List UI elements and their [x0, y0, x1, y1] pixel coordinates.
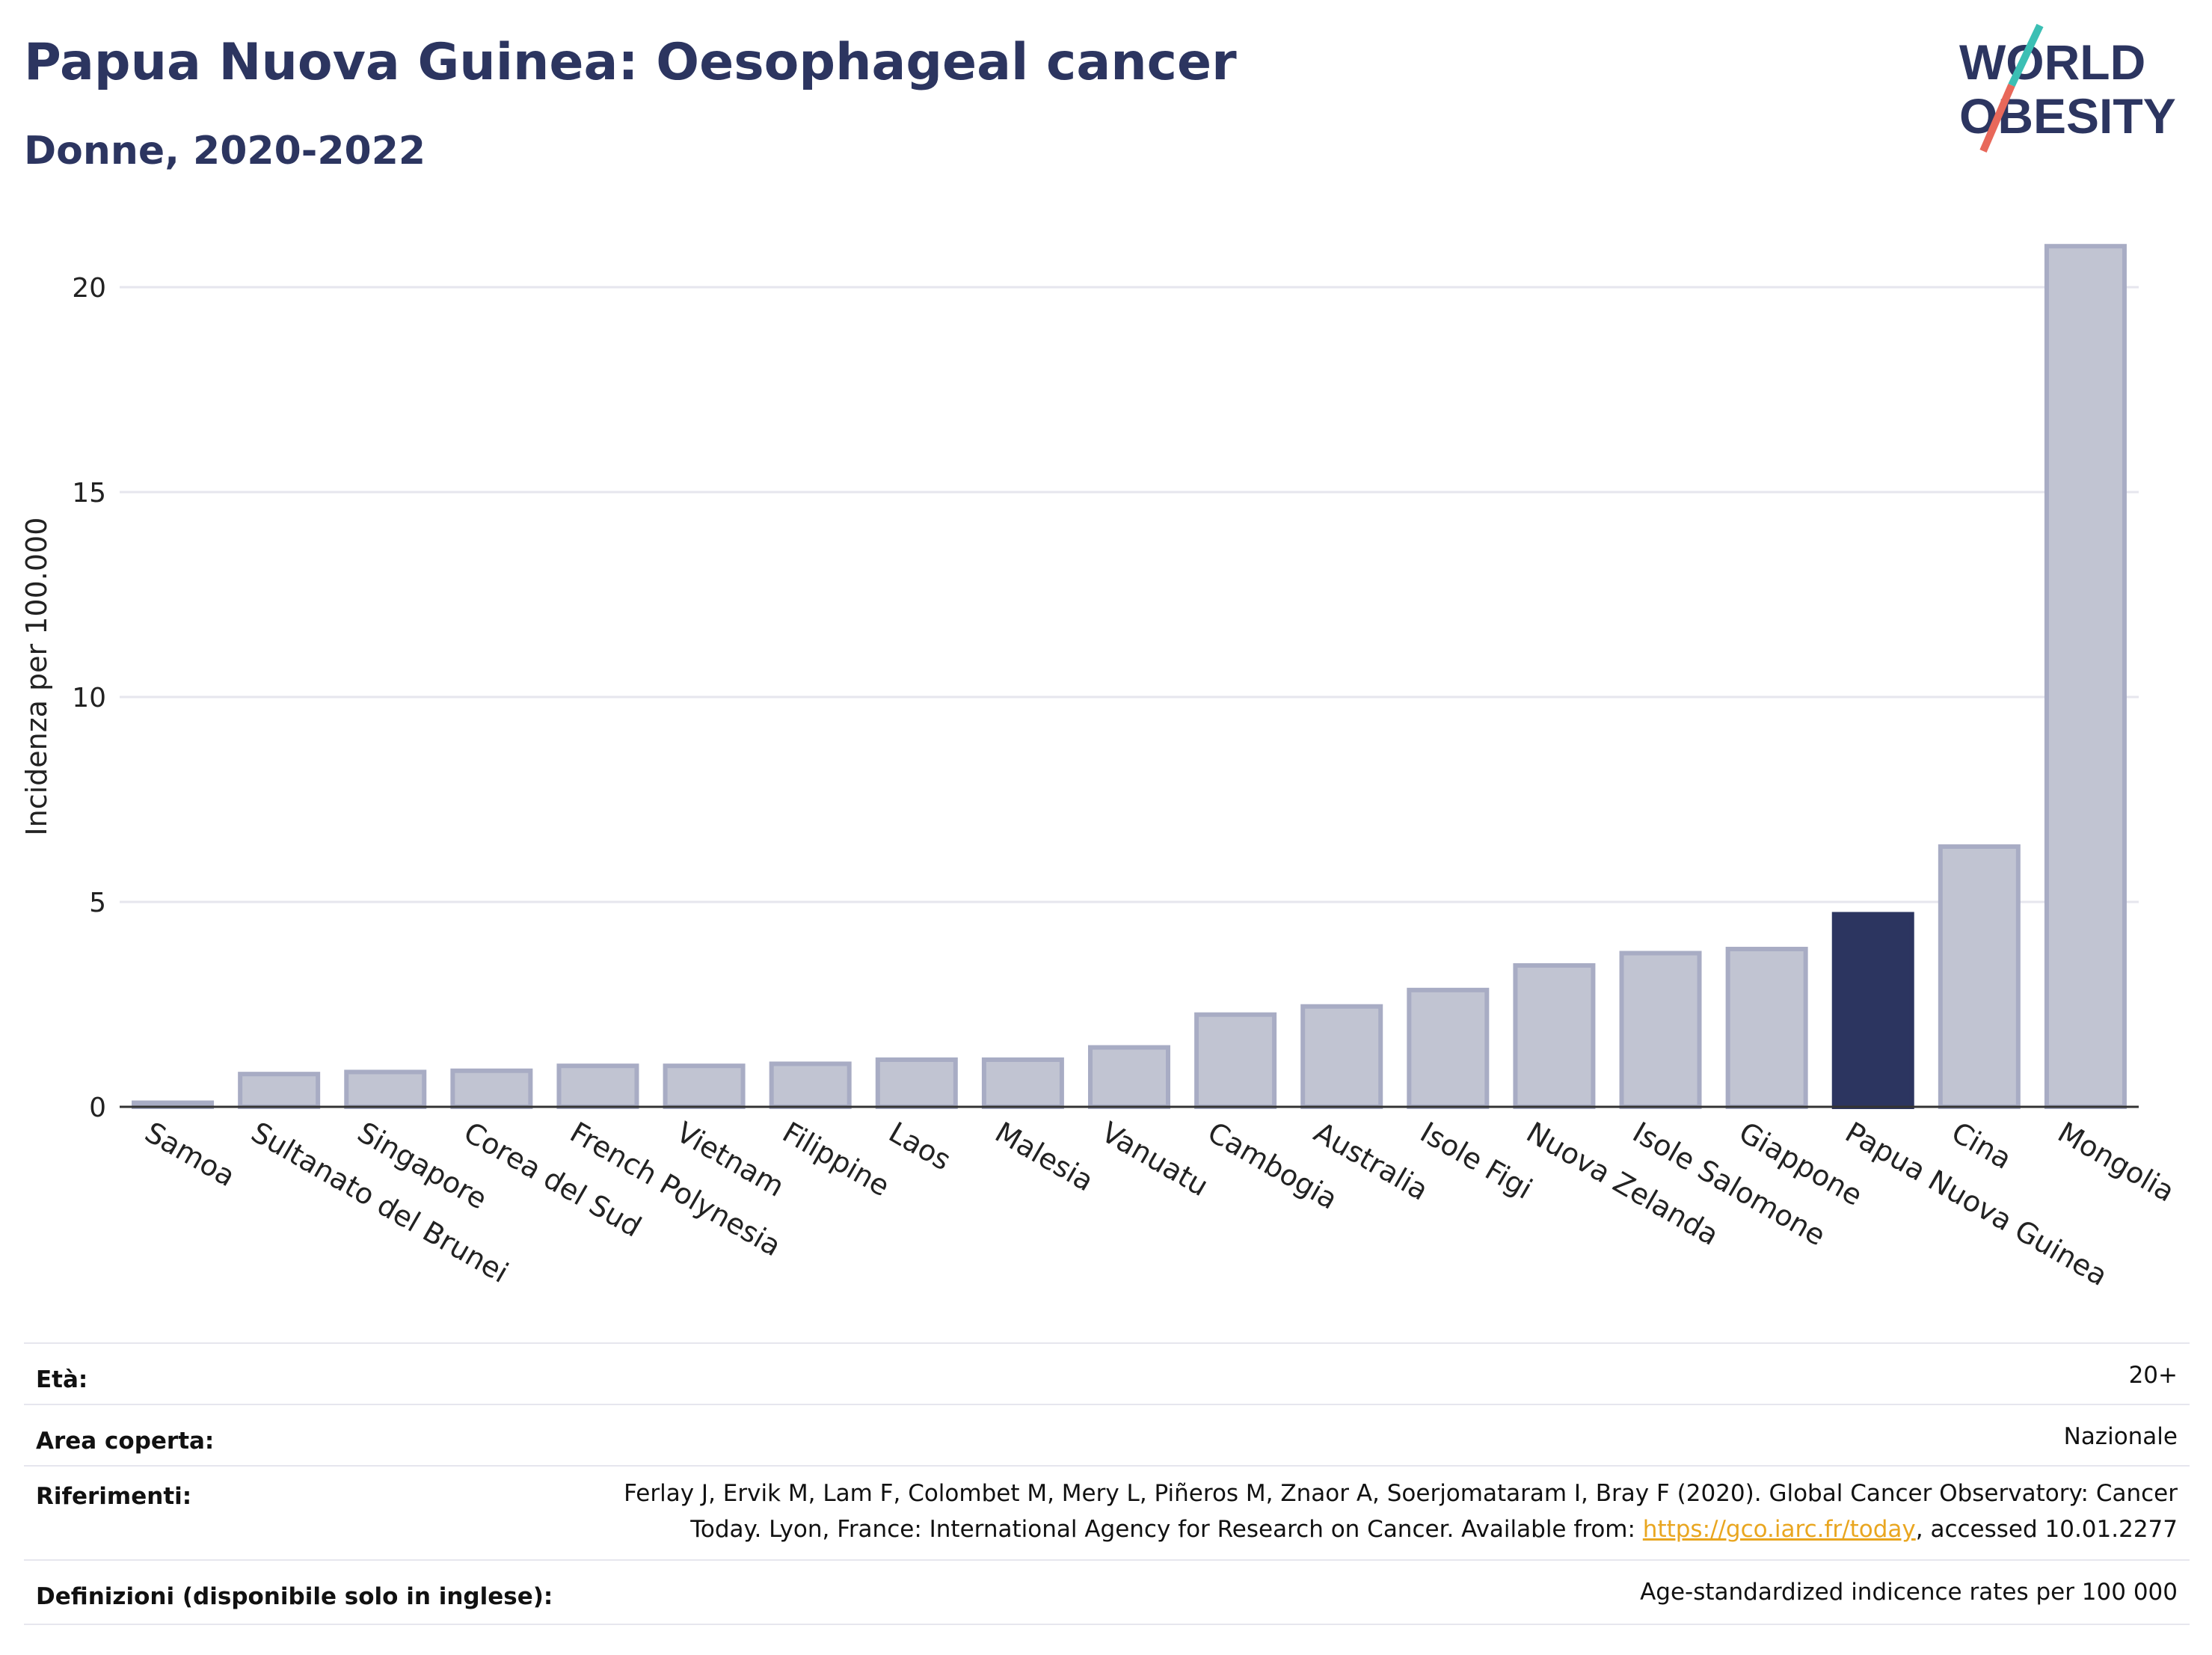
x-tick-label: Malesia — [989, 1116, 1099, 1198]
bar-nuova-zelanda — [1513, 962, 1596, 1109]
logo-slash-coral — [1979, 84, 2015, 153]
x-tick-label: Filippine — [777, 1116, 895, 1203]
info-row-refs: Riferimenti: Ferlay J, Ervik M, Lam F, C… — [24, 1465, 2190, 1561]
x-tick-label: Mongolia — [2052, 1116, 2180, 1209]
bar-filippine — [769, 1061, 852, 1109]
info-row-age: Età: 20+ — [24, 1342, 2190, 1405]
age-label: Età: — [36, 1366, 88, 1393]
info-table: Età: 20+ Area coperta: Nazionale Riferim… — [24, 1342, 2190, 1627]
info-row-area: Area coperta: Nazionale — [24, 1404, 2190, 1467]
x-tick-label: Cina — [1946, 1116, 2017, 1176]
bar-corea-del-sud — [450, 1068, 533, 1109]
bar-vanuatu — [1088, 1045, 1170, 1110]
x-tick-label: Laos — [883, 1116, 956, 1177]
bar-isole-salomone — [1619, 951, 1702, 1109]
refs-line2-pre: Today. Lyon, France: International Agenc… — [690, 1516, 1643, 1543]
bar-australia — [1300, 1004, 1383, 1109]
chart-subtitle: Donne, 2020-2022 — [24, 129, 426, 174]
refs-label: Riferimenti: — [36, 1483, 192, 1510]
defs-value: Age-standardized indicence rates per 100… — [1640, 1579, 2178, 1606]
bar-malesia — [981, 1057, 1064, 1109]
bar-laos — [875, 1057, 958, 1109]
x-tick-label: Samoa — [140, 1116, 241, 1194]
bar-isole-figi — [1407, 987, 1490, 1109]
y-tick-label: 20 — [72, 273, 106, 304]
bar-giappone — [1725, 947, 1808, 1110]
logo-slash-teal — [2008, 23, 2044, 87]
x-tick-label: Vanuatu — [1096, 1116, 1214, 1203]
y-tick-label: 5 — [89, 888, 106, 918]
area-label: Area coperta: — [36, 1428, 215, 1455]
bar-vietnam — [663, 1063, 746, 1109]
world-obesity-logo: WORLD OBESITY — [1959, 23, 2176, 153]
bar-cina — [1938, 844, 2021, 1110]
y-tick-label: 0 — [89, 1093, 106, 1123]
bar-mongolia — [2044, 244, 2127, 1110]
bar-french-polynesia — [556, 1063, 639, 1109]
x-tick-label: Corea del Sud — [458, 1116, 647, 1244]
bar-singapore — [344, 1069, 427, 1110]
bar-sultanato-del-brunei — [238, 1072, 321, 1110]
refs-line1: Ferlay J, Ervik M, Lam F, Colombet M, Me… — [624, 1480, 2178, 1507]
y-tick-label: 10 — [72, 683, 106, 713]
refs-value: Ferlay J, Ervik M, Lam F, Colombet M, Me… — [624, 1476, 2178, 1547]
grid-lines — [120, 286, 2139, 903]
y-tick-label: 15 — [72, 478, 106, 509]
y-axis-label: Incidenza per 100.000 — [20, 518, 53, 836]
x-tick-label: Isole Figi — [1415, 1116, 1538, 1206]
area-value: Nazionale — [2063, 1423, 2178, 1450]
bar-cambogia — [1194, 1012, 1277, 1109]
refs-link[interactable]: https://gco.iarc.fr/today — [1642, 1516, 1916, 1543]
logo-line1: WORLD — [1959, 34, 2145, 90]
x-tick-label: Isole Salomone — [1627, 1116, 1831, 1253]
chart-title: Papua Nuova Guinea: Oesophageal cancer — [24, 33, 1237, 92]
y-tick-labels: 0 5 10 15 20 — [72, 273, 106, 1123]
info-row-defs: Definizioni (disponibile solo in inglese… — [24, 1559, 2190, 1625]
refs-line2-post: , accessed 10.01.2277 — [1915, 1516, 2178, 1543]
x-tick-labels: Samoa Sultanato del BruneiSingaporeCorea … — [140, 1116, 2181, 1292]
bar-papua-nuova-guinea — [1831, 912, 1914, 1109]
x-tick-label: Nuova Zelanda — [1521, 1116, 1724, 1252]
refs-line2: Today. Lyon, France: International Agenc… — [624, 1511, 2178, 1547]
bar-chart: 0 5 10 15 20 Samoa Sultanato del BruneiSingap… — [20, 244, 2181, 1292]
defs-label: Definizioni (disponibile solo in inglese… — [36, 1583, 553, 1610]
bars — [132, 244, 2127, 1110]
age-value: 20+ — [2128, 1362, 2178, 1389]
